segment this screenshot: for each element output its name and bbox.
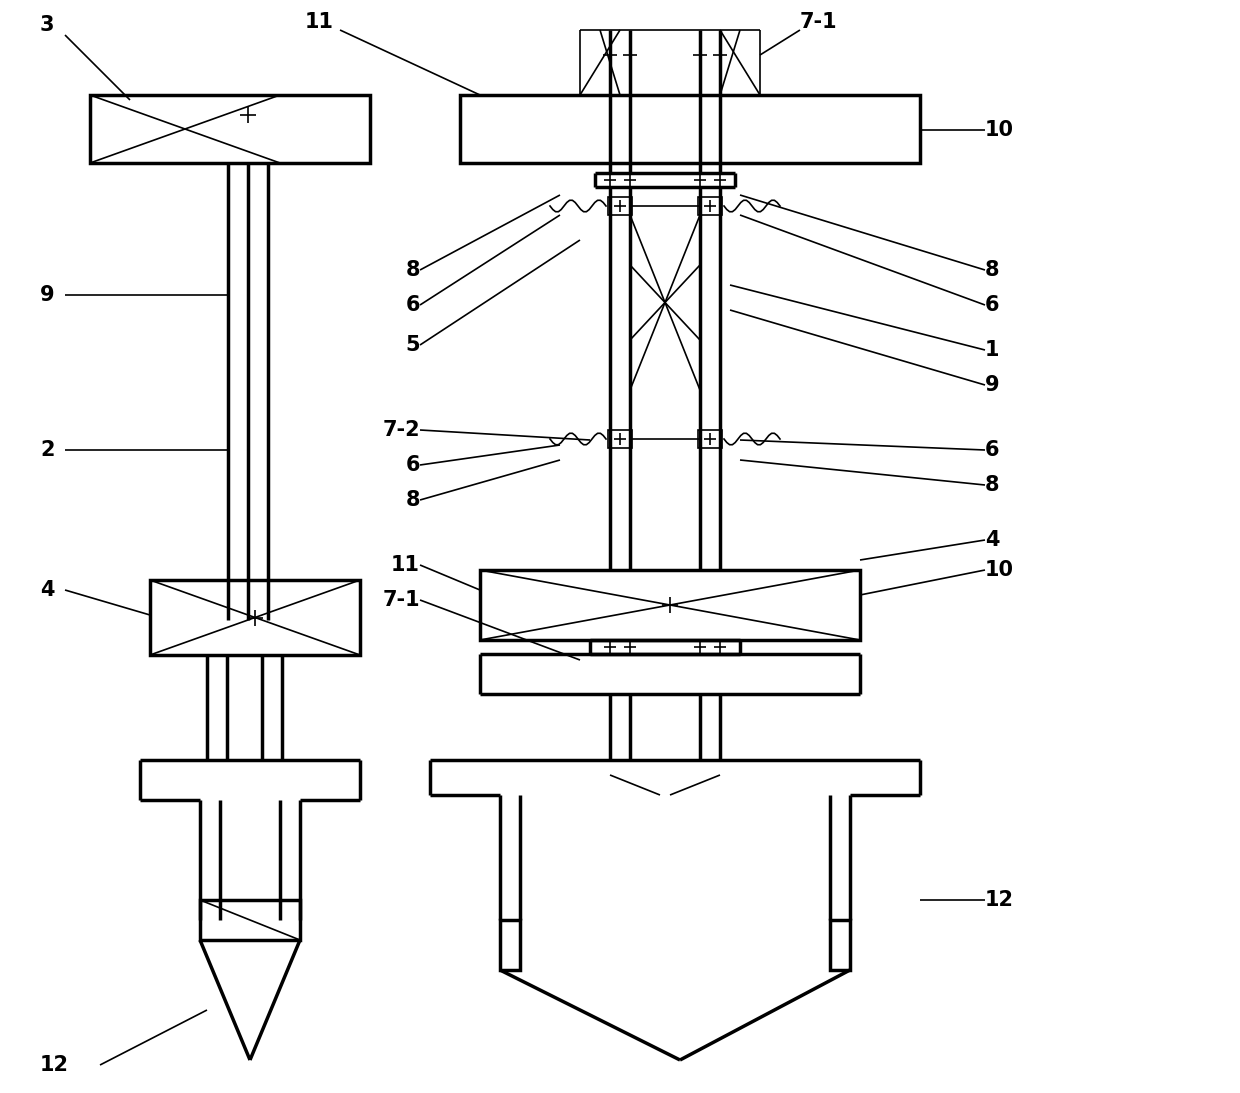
Text: 6: 6 [985,440,999,460]
Text: 7-1: 7-1 [382,590,420,610]
Text: 7-1: 7-1 [800,12,838,32]
Text: 8: 8 [405,260,420,280]
Bar [608,430,632,448]
Text: 11: 11 [391,555,420,575]
Text: 4: 4 [40,580,55,600]
Bar [830,920,849,969]
Bar [460,95,920,163]
Bar [91,95,370,163]
Text: 11: 11 [305,12,334,32]
Text: 10: 10 [985,120,1014,140]
Bar [698,197,722,215]
Text: 12: 12 [40,1055,69,1076]
Text: 9: 9 [40,285,55,305]
Bar [500,920,520,969]
Bar [200,900,300,940]
Bar [480,571,861,640]
Text: 12: 12 [985,890,1014,910]
Text: 9: 9 [985,375,999,395]
Text: 8: 8 [985,260,999,280]
Text: 3: 3 [40,15,55,35]
Text: 2: 2 [40,440,55,460]
Text: 8: 8 [985,475,999,495]
Text: 8: 8 [405,490,420,510]
Bar [608,197,632,215]
Text: 6: 6 [985,295,999,315]
Text: 5: 5 [405,334,420,355]
Text: 4: 4 [985,530,999,550]
Text: 1: 1 [985,340,999,360]
Bar [698,430,722,448]
Text: 7-2: 7-2 [382,420,420,440]
Bar [150,580,360,655]
Text: 10: 10 [985,560,1014,580]
Text: 6: 6 [405,455,420,475]
Text: 6: 6 [405,295,420,315]
